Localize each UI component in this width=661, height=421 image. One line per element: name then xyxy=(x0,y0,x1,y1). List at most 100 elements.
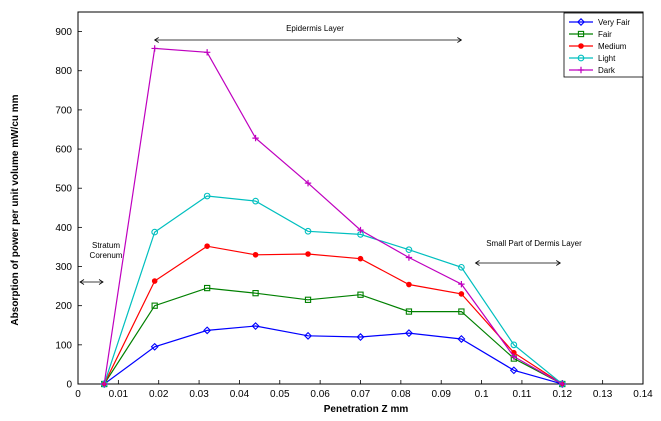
point-marker xyxy=(357,255,364,262)
x-tick-label: 0.07 xyxy=(351,389,371,400)
point-marker xyxy=(405,254,413,261)
x-tick-label: 0.01 xyxy=(109,389,129,400)
series-light xyxy=(100,192,566,388)
y-tick-label: 600 xyxy=(55,145,72,156)
dermis-arrow xyxy=(474,260,562,266)
legend-label: Dark xyxy=(598,66,616,75)
x-tick-label: 0 xyxy=(75,389,81,400)
point-marker xyxy=(101,380,108,388)
stratum-arrow xyxy=(79,279,104,285)
point-marker xyxy=(151,228,159,236)
stratum-annotation-line1: Stratum xyxy=(92,241,120,250)
point-marker xyxy=(252,197,259,205)
point-marker xyxy=(458,263,465,271)
point-marker xyxy=(404,329,413,338)
y-tick-label: 500 xyxy=(55,184,72,195)
point-marker xyxy=(252,134,259,142)
series-line xyxy=(103,245,563,385)
epidermis-annotation: Epidermis Layer xyxy=(286,24,344,33)
y-tick-label: 300 xyxy=(55,262,72,273)
point-marker xyxy=(510,341,518,349)
y-tick-label: 900 xyxy=(55,27,72,38)
legend-label: Fair xyxy=(598,30,612,39)
y-tick-label: 400 xyxy=(55,223,72,234)
arrow-head-right xyxy=(556,260,562,266)
legend-box xyxy=(563,12,644,78)
arrow-head-left xyxy=(474,260,480,266)
legend-label: Medium xyxy=(598,42,627,51)
legend-item-light: Light xyxy=(569,54,616,63)
x-tick-label: 0.08 xyxy=(391,389,411,400)
x-tick-label: 0.11 xyxy=(513,389,532,400)
x-tick-label: 0.09 xyxy=(431,389,451,400)
x-tick-label: 0.05 xyxy=(270,389,290,400)
x-axis-title: Penetration Z mm xyxy=(324,404,409,415)
y-tick-label: 800 xyxy=(55,66,72,77)
point-marker xyxy=(305,251,311,257)
series-group xyxy=(100,45,567,388)
point-marker xyxy=(357,226,364,234)
epidermis-arrow xyxy=(153,37,463,43)
x-tick-label: 0.04 xyxy=(230,389,250,400)
point-marker xyxy=(457,334,466,343)
arrow-head-right xyxy=(98,279,104,285)
point-marker xyxy=(150,342,159,351)
point-marker xyxy=(251,322,260,331)
series-line xyxy=(103,287,563,385)
x-tick-label: 0.1 xyxy=(475,389,489,400)
x-tick-label: 0.12 xyxy=(553,389,573,400)
plot-frame xyxy=(77,11,644,385)
series-line xyxy=(103,195,563,385)
point-marker xyxy=(304,331,313,340)
point-marker xyxy=(204,243,210,249)
point-marker xyxy=(151,278,158,284)
x-tick-label: 0.14 xyxy=(633,389,653,400)
y-tick-label: 100 xyxy=(55,340,72,351)
point-marker xyxy=(203,284,211,292)
point-marker xyxy=(577,18,585,26)
legend: Very Fair Fair Medium Light Dark xyxy=(563,12,644,78)
point-marker xyxy=(203,192,211,200)
series-medium xyxy=(101,243,566,387)
point-marker xyxy=(510,353,518,360)
y-axis-title: Absorption of power per unit volume mW/c… xyxy=(10,94,21,325)
point-marker xyxy=(252,251,259,258)
y-tick-label: 0 xyxy=(66,380,72,391)
point-marker xyxy=(559,380,566,388)
series-line xyxy=(103,47,563,385)
point-marker xyxy=(458,308,465,315)
point-marker xyxy=(405,246,413,254)
point-marker xyxy=(304,296,312,303)
point-marker xyxy=(578,43,584,49)
legend-item-fair: Fair xyxy=(569,30,612,39)
point-marker xyxy=(577,54,585,62)
axes: 0 0.01 0.02 0.03 0.04 0.05 0.06 0.07 0.08 0.09 0.1… xyxy=(55,11,653,400)
point-marker xyxy=(458,280,465,288)
legend-label: Very Fair xyxy=(598,18,630,27)
dermis-annotation: Small Part of Dermis Layer xyxy=(486,239,582,248)
legend-item-medium: Medium xyxy=(569,42,627,51)
point-marker xyxy=(304,179,312,187)
point-marker xyxy=(577,30,585,38)
point-marker xyxy=(252,290,259,297)
point-marker xyxy=(151,45,158,52)
arrow-head-left xyxy=(79,279,85,285)
point-marker xyxy=(356,333,365,341)
point-marker xyxy=(509,366,518,375)
arrow-head-right xyxy=(457,37,463,43)
point-marker xyxy=(406,281,412,288)
series-dark xyxy=(101,45,566,388)
x-tick-label: 0.06 xyxy=(310,389,330,400)
x-tick-label: 0.03 xyxy=(189,389,209,400)
point-marker xyxy=(203,49,211,56)
point-marker xyxy=(458,291,465,297)
legend-label: Light xyxy=(598,54,616,63)
point-marker xyxy=(203,326,212,335)
legend-item-very-fair: Very Fair xyxy=(569,18,630,27)
legend-item-dark: Dark xyxy=(569,66,616,75)
point-marker xyxy=(304,227,312,235)
series-line xyxy=(103,325,563,385)
y-tick-label: 200 xyxy=(55,301,72,312)
